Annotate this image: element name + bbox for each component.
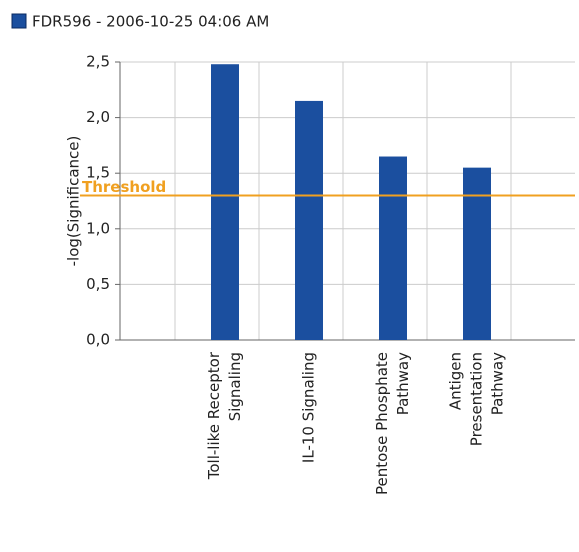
y-tick-label: 1,0	[86, 219, 110, 237]
x-tick-label: Antigen Presentation Pathway	[446, 352, 507, 447]
x-tick-label: Pentose Phosphate Pathway	[373, 352, 412, 495]
bar	[211, 64, 239, 340]
bar	[463, 167, 491, 340]
threshold-label: Threshold	[82, 178, 166, 196]
y-tick-label: 2,0	[86, 108, 110, 126]
x-tick-label: Toll-like Receptor Signaling	[205, 352, 244, 480]
legend-label: FDR596 - 2006-10-25 04:06 AM	[32, 13, 269, 31]
x-tick-label: IL-10 Signaling	[299, 352, 318, 464]
y-axis-title: -log(Significance)	[64, 135, 83, 267]
y-tick-label: 2,5	[86, 53, 110, 71]
bar	[295, 100, 323, 340]
bar	[379, 156, 407, 340]
y-tick-label: 0,5	[86, 275, 110, 293]
y-tick-label: 1,5	[86, 164, 110, 182]
legend-swatch	[11, 13, 27, 29]
y-tick-label: 0,0	[86, 331, 110, 349]
